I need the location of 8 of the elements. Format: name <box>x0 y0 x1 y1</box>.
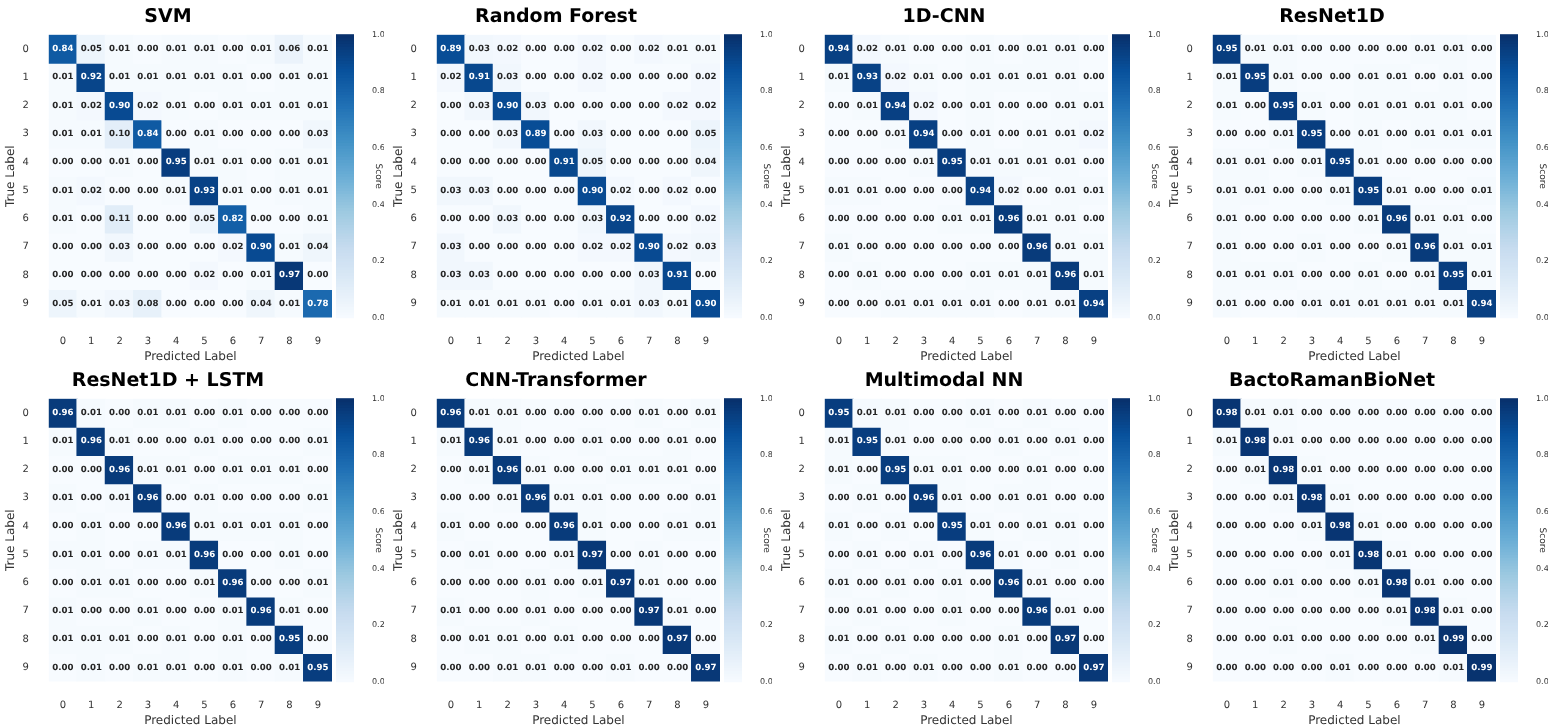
chart-title: CNN-Transformer <box>465 370 648 393</box>
chart-title: ResNet1D <box>1279 6 1386 29</box>
chart-title: BactoRamanBioNet <box>1228 370 1437 393</box>
chart-title: Multimodal NN <box>864 370 1024 393</box>
chart-title: SVM <box>144 6 192 29</box>
chart-title: Random Forest <box>475 6 638 29</box>
chart-title: ResNet1D + LSTM <box>71 370 265 393</box>
chart-title: 1D-CNN <box>902 6 986 29</box>
